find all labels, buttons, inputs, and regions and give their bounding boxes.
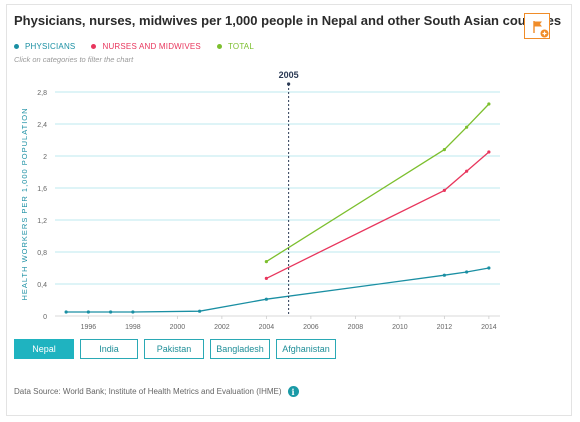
x-tick-label: 2006 [303, 324, 319, 331]
data-point [264, 276, 268, 280]
x-tick-label: 2002 [214, 324, 230, 331]
data-source: Data Source: World Bank; Institute of He… [14, 386, 299, 397]
y-tick-label: 2,8 [37, 90, 47, 97]
legend-label-physicians: PHYSICIANS [25, 42, 76, 51]
data-point [487, 150, 491, 154]
filter-hint: Click on categories to filter the chart [14, 55, 134, 64]
data-point [465, 270, 469, 274]
chart-title: Physicians, nurses, midwives per 1,000 p… [14, 13, 562, 28]
flag-button[interactable] [524, 13, 550, 39]
y-tick-label: 2,4 [37, 122, 47, 129]
data-source-text: Data Source: World Bank; Institute of He… [14, 387, 282, 396]
country-buttons: Nepal India Pakistan Bangladesh Afghanis… [14, 339, 336, 359]
x-tick-label: 1998 [125, 324, 141, 331]
y-tick-label: 0,8 [37, 250, 47, 257]
data-point [442, 273, 446, 277]
series-line-2 [266, 103, 490, 263]
data-point [442, 188, 446, 192]
x-tick-label: 2014 [481, 324, 497, 331]
x-tick-label: 2000 [170, 324, 186, 331]
x-tick-label: 1996 [81, 324, 97, 331]
country-button-nepal[interactable]: Nepal [14, 339, 74, 359]
y-tick-label: 0 [43, 314, 47, 321]
country-button-bangladesh[interactable]: Bangladesh [210, 339, 270, 359]
y-tick-label: 1,6 [37, 186, 47, 193]
flag-icon [533, 21, 549, 38]
data-point [64, 310, 68, 314]
data-point [465, 125, 469, 129]
legend-label-nurses-midwives: NURSES AND MIDWIVES [102, 42, 201, 51]
data-point [264, 297, 268, 301]
x-tick-label: 2012 [437, 324, 453, 331]
data-point [86, 310, 90, 314]
series-line-1 [266, 151, 490, 279]
data-point [487, 102, 491, 106]
year-marker-label: 2005 [279, 70, 299, 80]
x-tick-label: 2010 [392, 324, 408, 331]
data-point [264, 260, 268, 264]
legend-dot-total [216, 44, 222, 49]
data-point [131, 310, 135, 314]
legend-label-total: TOTAL [227, 42, 254, 51]
line-chart: 0 0,4 0,8 1,2 1,6 2 2,4 2,8 1996 1998 2000 2002 2004… [20, 70, 500, 331]
data-point [109, 310, 113, 314]
data-point [465, 169, 469, 173]
series-line-0 [66, 267, 489, 313]
legend-dot-nurses-midwives [91, 44, 97, 49]
chart-legend: PHYSICIANS NURSES AND MIDWIVES TOTAL [14, 42, 254, 51]
legend-dot-physicians [14, 44, 19, 49]
y-tick-label: 1,2 [37, 218, 47, 225]
year-marker-dot [287, 82, 291, 86]
data-point [442, 148, 446, 152]
info-icon[interactable]: i [287, 386, 299, 397]
legend-item-physicians[interactable]: PHYSICIANS [14, 42, 75, 51]
country-button-india[interactable]: India [80, 339, 138, 359]
country-button-pakistan[interactable]: Pakistan [144, 339, 204, 359]
y-tick-label: 2 [43, 154, 47, 161]
x-tick-label: 2004 [259, 324, 275, 331]
y-tick-label: 0,4 [37, 282, 47, 289]
legend-item-total[interactable]: TOTAL [216, 42, 254, 51]
x-tick-label: 2008 [348, 324, 364, 331]
data-point [487, 266, 491, 270]
legend-item-nurses-midwives[interactable]: NURSES AND MIDWIVES [91, 42, 201, 51]
data-point [198, 309, 202, 313]
y-axis-title: HEALTH WORKERS PER 1,000 POPULATION [20, 107, 29, 300]
country-button-afghanistan[interactable]: Afghanistan [276, 339, 336, 359]
